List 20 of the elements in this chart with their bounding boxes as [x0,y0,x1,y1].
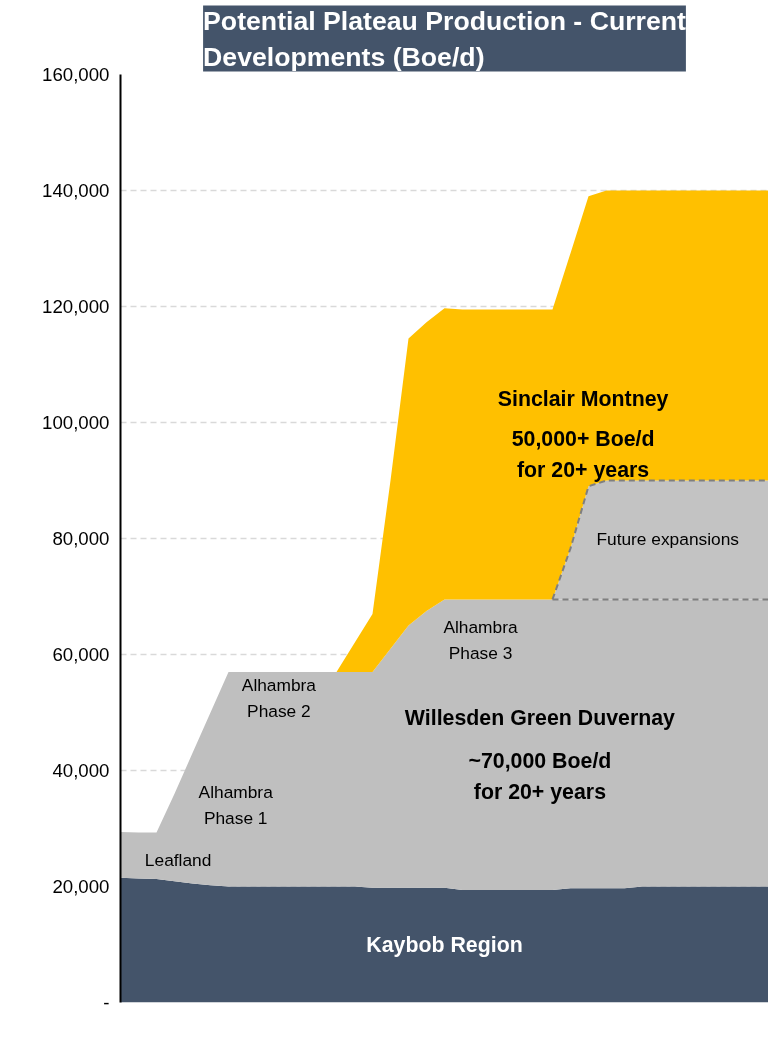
chart-title: Potential Plateau Production - Current Developments (Boe/d) [203,5,687,72]
annotation: Leafland [144,850,212,871]
series-label: Future expansions [596,528,740,549]
series-label: Sinclair Montney [497,387,669,412]
series-label: Kaybob Region [366,932,523,957]
y-tick-label: 120,000 [42,296,110,317]
y-tick-label: 100,000 [42,412,110,433]
annotation: Alhambra Phase 2 [241,675,317,721]
y-tick-label: 80,000 [52,528,110,549]
annotation: 50,000+ Boe/d for 20+ years [511,426,655,482]
y-tick-label: 140,000 [42,180,110,201]
y-tick-label: 40,000 [52,760,110,781]
annotation: Alhambra Phase 1 [198,782,274,829]
y-tick-label: 60,000 [52,644,110,665]
annotation: ~70,000 Boe/d for 20+ years [468,748,612,804]
y-tick-label: - [103,992,110,1013]
y-tick-label: 160,000 [42,64,110,85]
y-tick-label: 20,000 [52,876,110,897]
annotation: Alhambra Phase 3 [443,617,518,663]
series-label: Willesden Green Duvernay [404,706,676,731]
